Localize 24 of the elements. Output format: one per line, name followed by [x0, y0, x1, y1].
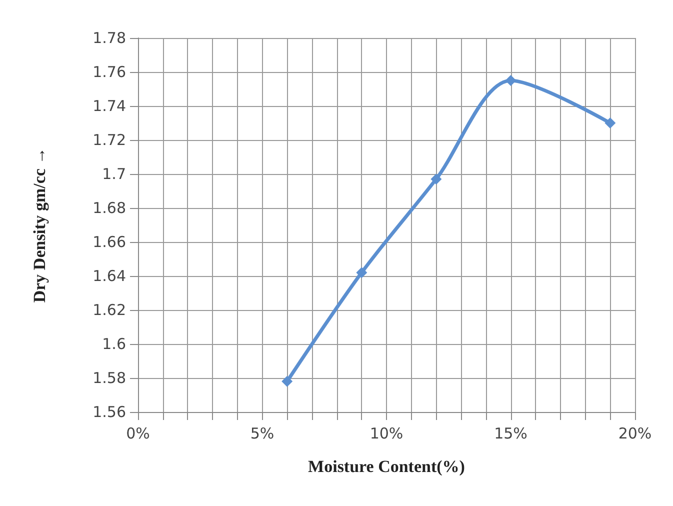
y-tick-label: 1.72 — [92, 131, 126, 149]
y-tick-label: 1.56 — [92, 403, 126, 421]
y-tick-label: 1.58 — [92, 369, 126, 387]
y-tick-label: 1.76 — [92, 63, 126, 81]
y-tick-label: 1.68 — [92, 199, 126, 217]
x-tick-label: 10% — [370, 424, 404, 442]
y-tick-label: 1.6 — [102, 335, 126, 353]
y-tick-label: 1.64 — [92, 267, 126, 285]
point — [430, 174, 442, 185]
point — [282, 376, 293, 387]
x-tick-label: 5% — [250, 424, 274, 442]
x-tick-label: 20% — [618, 424, 652, 442]
point — [505, 75, 516, 86]
point — [604, 118, 616, 128]
x-tick-label: 15% — [494, 424, 528, 442]
y-tick-label: 1.7 — [102, 165, 126, 183]
x-axis-title: Moisture Content(%) — [308, 457, 465, 476]
x-tick-label: 0% — [126, 424, 150, 442]
y-axis-title: Dry Density gm/cc → — [30, 147, 49, 303]
y-tick-label: 1.78 — [92, 29, 126, 47]
y-tick-label: 1.74 — [92, 97, 126, 115]
y-tick-label: 1.62 — [92, 301, 126, 319]
y-tick-label: 1.66 — [92, 233, 126, 251]
point — [356, 267, 368, 278]
